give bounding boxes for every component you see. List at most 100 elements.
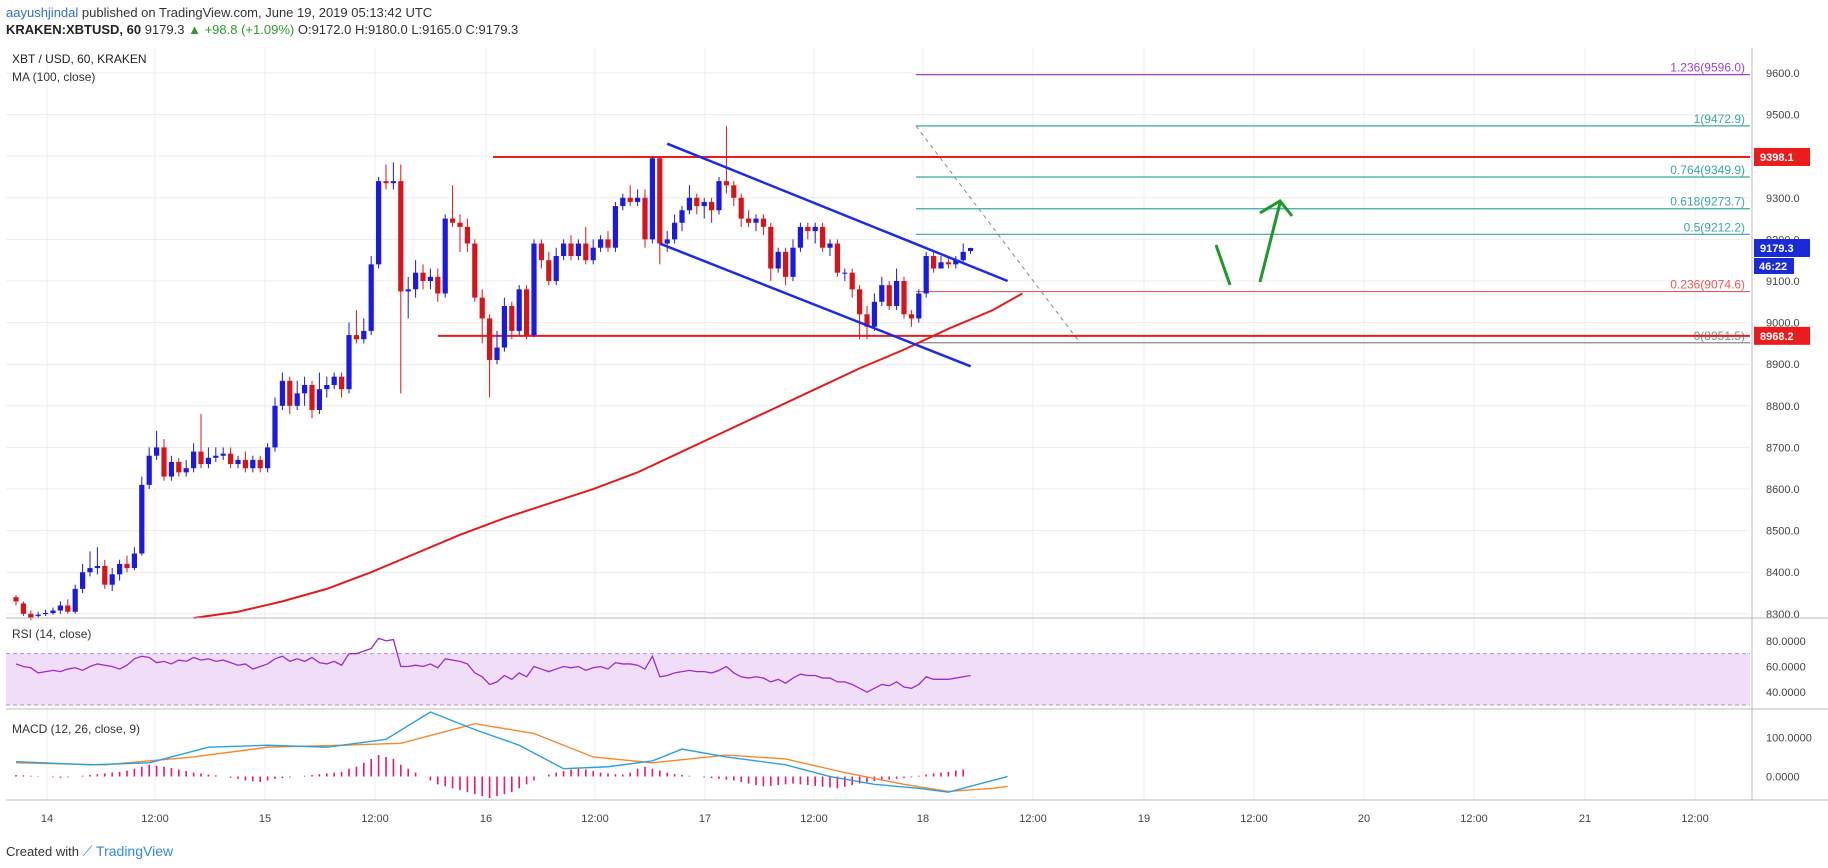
candle-body xyxy=(398,181,404,292)
candle-body xyxy=(457,222,463,227)
candle-body xyxy=(797,226,803,248)
ma100-line xyxy=(193,292,1023,619)
change-text: +98.8 (+1.09%) xyxy=(204,22,295,37)
x-tick-label: 18 xyxy=(917,813,929,825)
candle-body xyxy=(827,243,833,248)
last-price-tag xyxy=(1754,238,1810,257)
candle-body xyxy=(805,226,811,232)
candle-body xyxy=(72,588,78,612)
candle-body xyxy=(849,272,855,290)
rsi-legend: RSI (14, close) xyxy=(12,627,91,641)
candle-body xyxy=(390,181,396,184)
candle-body xyxy=(198,451,204,465)
candle-body xyxy=(464,226,470,244)
candle-body xyxy=(146,455,152,485)
rsi-line xyxy=(15,637,971,693)
arrow-annotations[interactable] xyxy=(1214,199,1294,286)
candle-body xyxy=(272,405,278,448)
x-tick-label: 12:00 xyxy=(1019,813,1047,825)
candle-body xyxy=(679,210,685,223)
price-tick-label: 9000.0 xyxy=(1766,318,1800,330)
x-tick-label: 19 xyxy=(1138,813,1150,825)
candle-body xyxy=(65,605,71,612)
channel-upper-line xyxy=(666,142,1009,283)
candle-body xyxy=(20,603,26,614)
candle-body xyxy=(657,158,663,244)
candle-body xyxy=(908,314,914,319)
candle-body xyxy=(361,330,367,340)
candle-body xyxy=(331,376,337,386)
candle-body xyxy=(80,572,86,589)
candle-body xyxy=(257,459,263,469)
fib-trend-line xyxy=(915,125,1081,344)
candle-body xyxy=(694,197,700,207)
horizontal-levels[interactable] xyxy=(438,155,1750,337)
candle-body xyxy=(723,181,729,186)
chart-axes: 14 12:00 15 12:00 16 12:00 17 12:00 18 12:00 19 12:… xyxy=(6,48,1828,825)
candle-body xyxy=(894,280,900,306)
candle-body xyxy=(124,563,130,569)
candle-body xyxy=(635,197,641,202)
candle-body xyxy=(738,197,744,219)
candle-body xyxy=(376,181,382,265)
candle-body xyxy=(487,318,493,361)
last-price-label: 9179.3 xyxy=(1760,243,1794,255)
candle-body xyxy=(168,461,174,477)
candle-body xyxy=(605,239,611,248)
candle-body xyxy=(871,301,877,327)
candle-body xyxy=(938,262,944,269)
candle-body xyxy=(945,262,951,265)
candle-body xyxy=(279,380,285,406)
candle-body xyxy=(834,243,840,273)
price-tick-label: 9600.0 xyxy=(1766,68,1800,80)
candle-body xyxy=(857,289,863,315)
candle-body xyxy=(649,158,655,240)
candle-body xyxy=(812,226,818,232)
fib-level-label: 1(9472.9) xyxy=(1694,112,1745,126)
candle-body xyxy=(87,568,93,573)
candle-body xyxy=(590,247,596,261)
author-link[interactable]: aayushjindal xyxy=(6,5,79,20)
fib-level-label: 0.618(9273.7) xyxy=(1670,195,1745,209)
arrow-down-stroke xyxy=(1214,244,1232,286)
candle-body xyxy=(790,247,796,277)
tradingview-brand[interactable]: TradingView xyxy=(96,843,174,859)
candle-body xyxy=(901,280,907,315)
fibonacci-retracement[interactable]: 1.236(9596.0) 1(9472.9) 0.764(9349.9) 0.618… xyxy=(915,61,1750,344)
candle-body xyxy=(620,197,626,207)
candle-body xyxy=(820,226,826,248)
candle-body xyxy=(886,285,892,306)
candle-body xyxy=(13,597,19,602)
price-tick-label: 9100.0 xyxy=(1766,276,1800,288)
candle-body xyxy=(161,447,167,477)
candle-body xyxy=(102,565,108,585)
candle-body xyxy=(538,243,544,261)
candle-body xyxy=(879,285,885,302)
rsi-tick-label: 40.0000 xyxy=(1766,687,1806,699)
candle-body xyxy=(213,455,219,458)
candle-body xyxy=(642,197,648,240)
candle-body xyxy=(575,243,581,257)
price-tick-label: 9500.0 xyxy=(1766,110,1800,122)
candle-body xyxy=(442,218,448,294)
macd-tick-label: 0.0000 xyxy=(1766,772,1800,784)
candle-body xyxy=(413,272,419,290)
descending-channel[interactable] xyxy=(659,142,1009,368)
candle-body xyxy=(324,385,330,390)
arrow-up-head xyxy=(1259,199,1294,217)
resistance-price-label: 9398.1 xyxy=(1760,152,1794,164)
candle-body xyxy=(28,613,34,618)
price-tick-label: 8500.0 xyxy=(1766,526,1800,538)
candle-body xyxy=(716,181,722,211)
countdown-label: 46:22 xyxy=(1759,261,1787,273)
candle-body xyxy=(553,256,559,281)
candle-body xyxy=(117,563,123,575)
candle-body xyxy=(316,389,322,410)
footer: Created with ⟋ TradingView xyxy=(6,843,173,860)
candle-body xyxy=(205,457,211,465)
candle-body xyxy=(368,264,374,331)
candle-body xyxy=(420,272,426,281)
macd-signal-line xyxy=(15,723,1008,793)
candle-body xyxy=(309,385,315,410)
